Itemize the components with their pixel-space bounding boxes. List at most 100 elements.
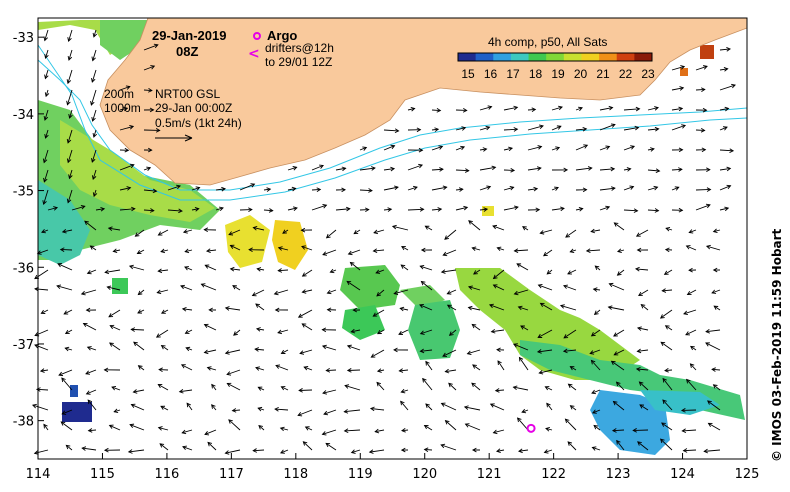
current-vector-head <box>91 78 96 83</box>
current-vector <box>87 399 97 411</box>
current-vector <box>88 429 97 432</box>
current-vector <box>131 404 145 411</box>
current-vector <box>647 107 659 111</box>
current-vector-head <box>700 87 706 92</box>
current-vector-head <box>372 312 378 317</box>
current-vector <box>34 329 49 336</box>
current-vector-head <box>153 43 159 49</box>
current-vector-head <box>371 166 376 171</box>
current-vector-head <box>610 166 616 172</box>
current-vector-head <box>87 428 93 433</box>
current-vector <box>299 349 313 354</box>
current-vector <box>637 349 649 352</box>
current-vector <box>335 208 350 211</box>
current-vector <box>119 164 135 171</box>
current-vector-head <box>442 251 448 257</box>
current-vector-head <box>203 323 209 329</box>
current-vector <box>83 323 97 331</box>
current-vector-head <box>686 290 692 296</box>
current-vector-head <box>706 167 711 173</box>
current-vector-head <box>301 289 307 294</box>
current-vector-head <box>664 325 670 330</box>
current-vector <box>563 329 577 339</box>
current-vector <box>161 345 169 351</box>
current-vector <box>297 409 313 416</box>
legend-argo-icon <box>253 32 261 40</box>
current-vector-head <box>194 207 200 212</box>
current-vector-head <box>208 307 213 313</box>
current-vector-head <box>326 289 332 295</box>
current-vector <box>303 441 313 451</box>
current-vector-head <box>137 365 143 370</box>
current-vector-head <box>513 343 518 348</box>
current-vector <box>705 342 721 351</box>
current-vector-head <box>712 267 718 273</box>
current-vector <box>43 424 49 431</box>
current-vector <box>68 29 73 42</box>
current-vector <box>719 149 734 152</box>
current-vector <box>425 225 433 231</box>
current-vector-head <box>559 304 565 309</box>
current-vector-head <box>665 226 671 232</box>
current-vector <box>431 128 439 131</box>
current-vector <box>281 349 289 354</box>
current-vector-head <box>67 37 72 42</box>
current-vector-head <box>634 125 640 131</box>
current-vector-head <box>228 419 233 424</box>
current-vector-head <box>58 371 64 377</box>
current-vector <box>105 269 121 273</box>
current-vector <box>695 189 711 191</box>
current-vector <box>159 443 169 451</box>
current-vector-head <box>491 165 497 171</box>
current-vector-head <box>109 324 115 330</box>
current-vector-head <box>463 205 469 211</box>
current-vector-head <box>211 404 216 409</box>
current-vector <box>239 183 255 191</box>
current-vector <box>570 405 577 411</box>
current-vector <box>590 349 601 354</box>
current-vector <box>252 289 265 296</box>
current-vector <box>257 268 265 271</box>
current-vector <box>570 249 577 253</box>
current-vector <box>591 229 601 233</box>
current-vector-head <box>654 126 660 132</box>
current-vector-head <box>66 79 72 85</box>
current-vector <box>109 425 121 431</box>
current-vector <box>591 360 601 371</box>
current-vector <box>662 399 673 411</box>
current-vector <box>383 129 399 132</box>
current-vector <box>662 378 673 391</box>
current-vector <box>278 247 289 251</box>
current-vector-head <box>662 399 667 405</box>
current-vector-head <box>638 291 643 296</box>
current-vector <box>258 386 265 391</box>
current-vector-head <box>712 228 718 234</box>
current-vector <box>45 49 49 59</box>
current-vector-head <box>711 367 716 372</box>
sst-patch-orange <box>680 68 688 76</box>
current-vector <box>503 147 513 151</box>
x-tick-label: 116 <box>154 467 179 482</box>
current-vector-head <box>660 341 666 347</box>
current-vector-head <box>509 185 515 191</box>
current-vector <box>514 289 529 295</box>
current-vector-head <box>535 207 541 213</box>
current-vector <box>57 263 73 271</box>
current-vector <box>131 328 145 331</box>
current-vector <box>281 386 289 391</box>
current-vector-head <box>280 349 286 354</box>
current-vector-head <box>86 346 92 351</box>
current-vector <box>540 302 553 311</box>
current-vector-head <box>104 269 110 275</box>
current-vector <box>108 227 121 231</box>
current-vector-head <box>701 147 707 153</box>
current-vector-head <box>681 124 687 129</box>
sst-patch-west-coast-warm <box>60 120 215 222</box>
current-vector-head <box>674 186 680 191</box>
current-vector-head <box>659 438 665 444</box>
current-vector-head <box>664 368 669 373</box>
current-vector <box>614 222 625 231</box>
current-vector <box>36 388 49 391</box>
current-vector-head <box>350 328 356 334</box>
current-vector <box>323 409 337 415</box>
